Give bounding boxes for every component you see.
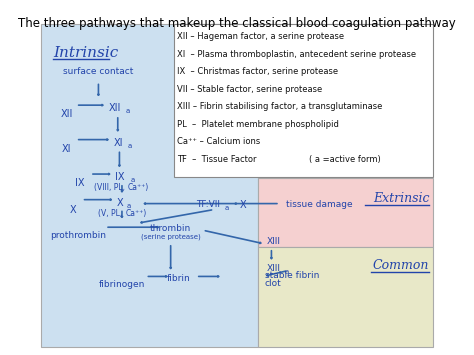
Text: Ca⁺⁺): Ca⁺⁺) [128, 183, 149, 192]
Text: XII: XII [60, 109, 73, 119]
Text: tissue damage: tissue damage [286, 200, 352, 209]
Text: a: a [127, 203, 131, 209]
Text: Ca⁺⁺): Ca⁺⁺) [125, 208, 146, 218]
Text: thrombin: thrombin [150, 224, 191, 233]
Text: prothrombin: prothrombin [50, 231, 106, 240]
Text: XIII: XIII [266, 237, 281, 246]
Text: XI: XI [114, 138, 123, 148]
Text: surface contact: surface contact [63, 67, 134, 76]
Text: a: a [130, 177, 135, 183]
Text: a: a [224, 204, 228, 211]
Text: XIII – Fibrin stabilising factor, a transglutaminase: XIII – Fibrin stabilising factor, a tran… [177, 102, 383, 111]
Text: (VIII, PL,: (VIII, PL, [94, 183, 125, 192]
Text: XII: XII [109, 103, 121, 113]
Bar [174, 24, 433, 177]
Text: PL  –  Platelet membrane phospholipid: PL – Platelet membrane phospholipid [177, 120, 339, 129]
Text: XII – Hageman factor, a serine protease: XII – Hageman factor, a serine protease [177, 32, 345, 41]
Text: The three pathways that makeup the classical blood coagulation pathway: The three pathways that makeup the class… [18, 17, 456, 29]
Text: IX: IX [75, 178, 85, 188]
Text: stable fibrin: stable fibrin [264, 271, 319, 279]
Text: fibrinogen: fibrinogen [99, 280, 145, 289]
Text: VII – Stable factor, serine protease: VII – Stable factor, serine protease [177, 85, 323, 94]
Text: Extrinsic: Extrinsic [373, 192, 429, 205]
Text: Common: Common [373, 259, 429, 272]
Text: a: a [125, 108, 129, 114]
Text: a: a [285, 268, 289, 274]
Text: (serine protease): (serine protease) [141, 233, 201, 240]
Text: XI: XI [62, 143, 71, 154]
Bar [41, 24, 258, 347]
Text: Ca⁺⁺ – Calcium ions: Ca⁺⁺ – Calcium ions [177, 137, 261, 146]
Text: TF:VII: TF:VII [196, 200, 220, 209]
Text: X: X [239, 200, 246, 210]
Bar [258, 178, 433, 247]
Text: (V, PL,: (V, PL, [99, 208, 123, 218]
Text: X: X [70, 204, 77, 214]
Bar [258, 247, 433, 347]
Text: fibrin: fibrin [167, 274, 191, 283]
Text: XI  – Plasma thromboplastin, antecedent serine protease: XI – Plasma thromboplastin, antecedent s… [177, 50, 417, 59]
Text: XIII: XIII [266, 264, 281, 273]
Text: a: a [128, 143, 132, 148]
Text: TF  –  Tissue Factor                    ( a =active form): TF – Tissue Factor ( a =active form) [177, 155, 381, 164]
Text: Intrinsic: Intrinsic [53, 46, 118, 60]
Text: clot: clot [264, 279, 282, 288]
Text: IX: IX [115, 172, 125, 182]
Text: X: X [117, 198, 124, 208]
Text: IX  – Christmas factor, serine protease: IX – Christmas factor, serine protease [177, 67, 338, 76]
